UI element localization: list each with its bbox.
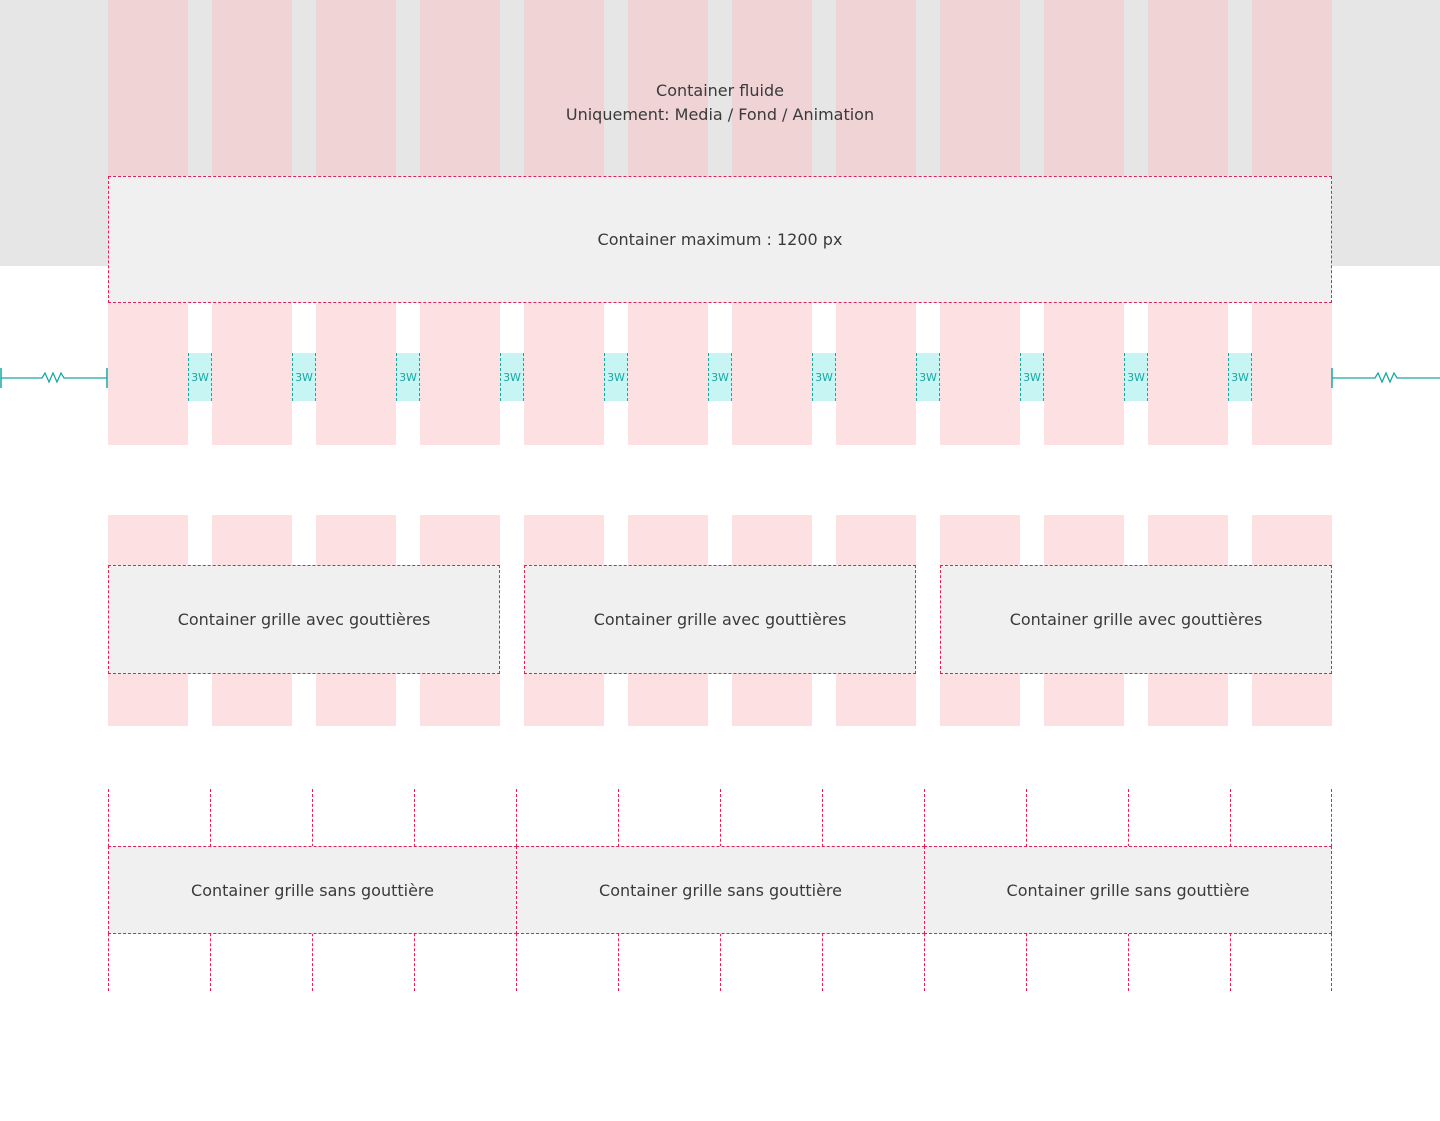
gutter-marker-3: 3W bbox=[396, 353, 420, 401]
grid-without-gutter-label: Container grille sans gouttière bbox=[1006, 880, 1250, 900]
gutter-marker-4: 3W bbox=[500, 353, 524, 401]
max-container-column-10 bbox=[1044, 303, 1124, 445]
max-container-column-12 bbox=[1252, 303, 1332, 445]
grid-without-gutter-box-2: Container grille sans gouttière bbox=[516, 846, 925, 934]
fluid-title: Container fluide bbox=[656, 81, 784, 100]
grid-with-gutters-box-1: Container grille avec gouttières bbox=[108, 565, 500, 674]
max-container-column-4 bbox=[420, 303, 500, 445]
fluid-column-8 bbox=[836, 0, 916, 176]
fluid-column-10 bbox=[1044, 0, 1124, 176]
grid-with-gutters-label: Container grille avec gouttières bbox=[177, 610, 431, 629]
grid-with-gutters-label: Container grille avec gouttières bbox=[1009, 610, 1263, 629]
left-spring-icon bbox=[0, 368, 108, 388]
gutter-marker-7: 3W bbox=[812, 353, 836, 401]
gutter-marker-9: 3W bbox=[1020, 353, 1044, 401]
fluid-column-6 bbox=[628, 0, 708, 176]
right-spring-icon bbox=[1331, 368, 1440, 388]
max-container-column-7 bbox=[732, 303, 812, 445]
grid-without-gutter-box-3: Container grille sans gouttière bbox=[924, 846, 1332, 934]
gutter-marker-5: 3W bbox=[604, 353, 628, 401]
grid-with-gutters-label: Container grille avec gouttières bbox=[593, 610, 847, 629]
max-container-column-2 bbox=[212, 303, 292, 445]
fluid-column-3 bbox=[316, 0, 396, 176]
grid-without-gutter-label: Container grille sans gouttière bbox=[599, 880, 842, 900]
fluid-column-5 bbox=[524, 0, 604, 176]
fluid-column-1 bbox=[108, 0, 188, 176]
max-container-column-3 bbox=[316, 303, 396, 445]
max-container-column-1 bbox=[108, 303, 188, 445]
fluid-column-7 bbox=[732, 0, 812, 176]
grid-without-gutter-label: Container grille sans gouttière bbox=[191, 880, 434, 900]
gutter-marker-8: 3W bbox=[916, 353, 940, 401]
gutter-marker-10: 3W bbox=[1124, 353, 1148, 401]
fluid-column-9 bbox=[940, 0, 1020, 176]
max-container-label: Container maximum : 1200 px bbox=[597, 230, 843, 249]
gutter-marker-2: 3W bbox=[292, 353, 316, 401]
grid-with-gutters-box-2: Container grille avec gouttières bbox=[524, 565, 916, 674]
max-container-column-6 bbox=[628, 303, 708, 445]
grid-without-gutter-box-1: Container grille sans gouttière bbox=[108, 846, 517, 934]
gutter-marker-1: 3W bbox=[188, 353, 212, 401]
max-container-column-11 bbox=[1148, 303, 1228, 445]
max-container-column-8 bbox=[836, 303, 916, 445]
fluid-column-12 bbox=[1252, 0, 1332, 176]
fluid-column-2 bbox=[212, 0, 292, 176]
gutter-marker-11: 3W bbox=[1228, 353, 1252, 401]
fluid-container-label: Container fluide Uniquement: Media / Fon… bbox=[420, 79, 1020, 127]
gutter-marker-6: 3W bbox=[708, 353, 732, 401]
grid-with-gutters-box-3: Container grille avec gouttières bbox=[940, 565, 1332, 674]
max-container-box: Container maximum : 1200 px bbox=[108, 176, 1332, 303]
max-container-column-9 bbox=[940, 303, 1020, 445]
max-container-column-5 bbox=[524, 303, 604, 445]
fluid-subtitle: Uniquement: Media / Fond / Animation bbox=[565, 105, 875, 124]
fluid-column-4 bbox=[420, 0, 500, 176]
fluid-column-11 bbox=[1148, 0, 1228, 176]
